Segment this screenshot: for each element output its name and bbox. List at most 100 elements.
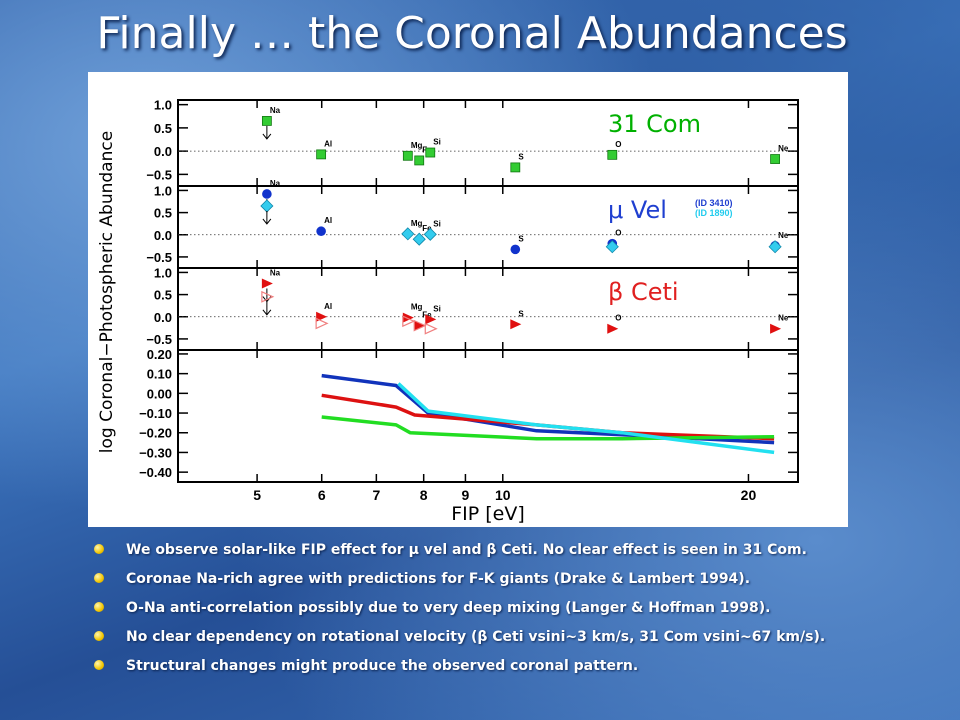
data-point: [607, 323, 619, 334]
data-point: [607, 149, 618, 160]
bullet-list: We observe solar-like FIP effect for μ v…: [92, 540, 942, 685]
element-label: Mg: [411, 219, 423, 228]
element-label: Mg: [411, 141, 423, 150]
bullet-item: O-Na anti-correlation possibly due to ve…: [92, 598, 942, 627]
data-point: [402, 150, 413, 161]
element-label: Na: [270, 269, 281, 278]
data-point: [510, 319, 522, 330]
element-label: Fe: [422, 224, 432, 233]
x-tick-label: 5: [253, 487, 261, 503]
data-point: [261, 116, 272, 126]
element-label: Al: [324, 139, 332, 148]
y-tick-label: 0.0: [154, 310, 172, 325]
y-tick-label: 1.0: [154, 183, 172, 198]
data-point: [414, 155, 425, 166]
element-label: Si: [433, 138, 441, 147]
y-tick-label: 0.0: [154, 228, 172, 243]
element-label: Al: [324, 216, 332, 225]
bullet-item: We observe solar-like FIP effect for μ v…: [92, 540, 942, 569]
data-point: [510, 244, 521, 255]
data-point: [425, 147, 436, 158]
data-point: [316, 149, 327, 160]
data-point: [768, 240, 782, 254]
bullet-dot-icon: [94, 660, 104, 670]
data-point: [423, 227, 437, 241]
bullet-dot-icon: [94, 573, 104, 583]
y-axis-label: log Coronal−Photospheric Abundance: [97, 131, 117, 453]
bullet-text: We observe solar-like FIP effect for μ v…: [126, 542, 807, 558]
bullet-dot-icon: [94, 544, 104, 554]
data-point: [261, 278, 273, 289]
y-tick-label: 1.0: [154, 98, 172, 113]
bullet-dot-icon: [94, 631, 104, 641]
element-label: Mg: [411, 303, 423, 312]
y-tick-label: 0.10: [147, 367, 172, 382]
element-label: Si: [433, 304, 441, 313]
y-tick-label: −0.5: [146, 167, 172, 182]
x-tick-label: 10: [495, 487, 511, 503]
x-tick-label: 9: [462, 487, 470, 503]
legend-entry: (ID 3410): [695, 198, 733, 208]
y-tick-label: 0.20: [147, 347, 172, 362]
element-label: Fe: [422, 311, 432, 320]
y-tick-label: 0.5: [154, 206, 172, 221]
data-point: [402, 312, 414, 323]
x-axis-label: FIP [eV]: [451, 503, 525, 525]
element-label: Al: [324, 302, 332, 311]
element-label: Na: [270, 106, 281, 115]
data-point: [605, 240, 619, 254]
data-point: [770, 323, 782, 334]
data-point: [413, 319, 427, 332]
y-tick-label: 0.0: [154, 144, 172, 159]
element-label: Na: [270, 179, 281, 188]
panel-label: 31 Com: [608, 110, 701, 138]
data-point: [262, 189, 272, 199]
bullet-text: Coronae Na-rich agree with predictions f…: [126, 571, 751, 587]
bullet-item: Structural changes might produce the obs…: [92, 656, 942, 685]
panel-frame: [177, 267, 799, 351]
model-line: [321, 373, 775, 445]
data-point: [510, 162, 521, 173]
data-point: [770, 154, 780, 164]
data-point: [414, 320, 426, 331]
abundance-chart: 1.00.50.0−0.531 ComNaAlMgFeSiSONe1.00.50…: [97, 98, 799, 525]
element-label: Ne: [778, 231, 789, 240]
element-label: Ne: [778, 144, 789, 153]
element-label: S: [518, 309, 524, 318]
element-label: O: [615, 229, 621, 238]
element-label: O: [615, 314, 621, 323]
panel-label: μ Vel: [608, 196, 667, 224]
upper-limit-arrow: [262, 218, 272, 225]
element-label: Si: [433, 219, 441, 228]
model-line: [321, 393, 775, 441]
element-label: S: [518, 234, 524, 243]
y-tick-label: 0.5: [154, 288, 172, 303]
data-point: [412, 232, 426, 246]
bullet-text: No clear dependency on rotational veloci…: [126, 629, 826, 645]
element-label: Ne: [778, 314, 789, 323]
bullet-text: O-Na anti-correlation possibly due to ve…: [126, 600, 771, 616]
x-tick-label: 7: [372, 487, 380, 503]
data-point: [402, 315, 416, 328]
panel-frame: [177, 349, 799, 483]
y-tick-label: 0.5: [154, 121, 172, 136]
bullet-text: Structural changes might produce the obs…: [126, 658, 639, 674]
data-point: [425, 314, 437, 325]
y-tick-label: −0.5: [146, 250, 172, 265]
x-tick-label: 20: [741, 487, 757, 503]
abundance-figure: 1.00.50.0−0.531 ComNaAlMgFeSiSONe1.00.50…: [88, 72, 848, 527]
bullet-dot-icon: [94, 602, 104, 612]
element-label: O: [615, 140, 621, 149]
data-point: [424, 322, 438, 335]
bullet-item: Coronae Na-rich agree with predictions f…: [92, 569, 942, 598]
y-tick-label: −0.5: [146, 332, 172, 347]
data-point: [315, 317, 329, 330]
y-tick-label: 0.00: [147, 386, 172, 401]
data-point: [260, 199, 274, 213]
upper-limit-arrow: [262, 133, 272, 140]
y-tick-label: −0.20: [139, 426, 172, 441]
model-line: [321, 415, 775, 441]
x-tick-label: 6: [318, 487, 326, 503]
bullet-item: No clear dependency on rotational veloci…: [92, 627, 942, 656]
legend-entry: (ID 1890): [695, 208, 733, 218]
